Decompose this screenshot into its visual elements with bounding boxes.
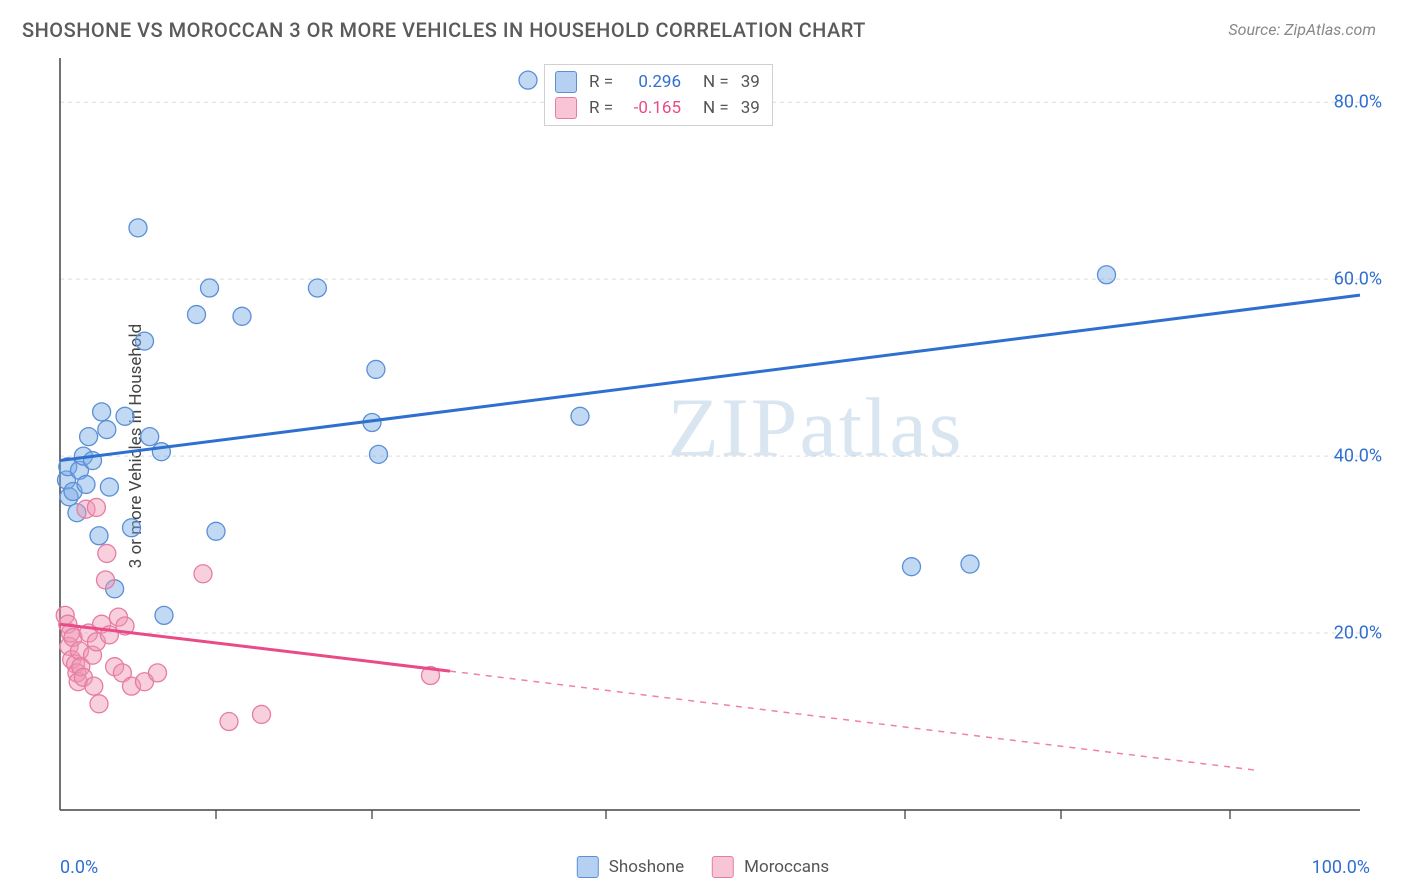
swatch-pink-icon — [712, 856, 734, 878]
swatch-pink-icon — [555, 97, 577, 119]
r-label: R = — [589, 98, 613, 118]
chart-area — [50, 58, 1380, 848]
n-label: N = — [703, 98, 729, 118]
legend-correlation: R = 0.296 N = 39 R = -0.165 N = 39 — [544, 64, 773, 126]
legend-series: Shoshone Moroccans — [577, 856, 829, 878]
n-label: N = — [703, 72, 729, 92]
y-tick-label: 20.0% — [1334, 623, 1382, 644]
legend-item-moroccans: Moroccans — [712, 856, 829, 878]
n-value-moroccans: 39 — [741, 98, 760, 118]
y-tick-label: 40.0% — [1334, 446, 1382, 467]
source-label: Source: ZipAtlas.com — [1228, 20, 1376, 39]
r-value-shoshone: 0.296 — [621, 72, 681, 92]
r-label: R = — [589, 72, 613, 92]
chart-container: SHOSHONE VS MOROCCAN 3 OR MORE VEHICLES … — [0, 0, 1406, 892]
legend-label: Moroccans — [744, 857, 829, 877]
legend-label: Shoshone — [609, 857, 684, 877]
y-tick-label: 60.0% — [1334, 269, 1382, 290]
chart-title: SHOSHONE VS MOROCCAN 3 OR MORE VEHICLES … — [22, 18, 866, 42]
legend-row-moroccans: R = -0.165 N = 39 — [555, 95, 760, 121]
r-value-moroccans: -0.165 — [621, 98, 681, 118]
x-axis-max-label: 100.0% — [1312, 857, 1370, 878]
x-axis-min-label: 0.0% — [60, 857, 98, 878]
legend-item-shoshone: Shoshone — [577, 856, 684, 878]
swatch-blue-icon — [577, 856, 599, 878]
n-value-shoshone: 39 — [741, 72, 760, 92]
y-tick-label: 80.0% — [1334, 92, 1382, 113]
swatch-blue-icon — [555, 71, 577, 93]
chart-svg — [50, 58, 1380, 848]
legend-row-shoshone: R = 0.296 N = 39 — [555, 69, 760, 95]
